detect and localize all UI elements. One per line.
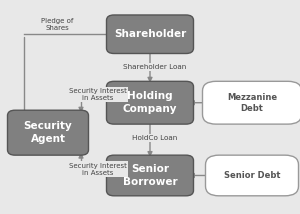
Text: Security
Agent: Security Agent <box>24 121 72 144</box>
Text: Security Interest
in Assets: Security Interest in Assets <box>69 163 126 175</box>
Text: Pledge of
Shares: Pledge of Shares <box>41 18 73 31</box>
Text: Security Interest
in Assets: Security Interest in Assets <box>69 88 126 101</box>
Text: Senior Debt: Senior Debt <box>224 171 280 180</box>
FancyBboxPatch shape <box>206 155 298 196</box>
Text: Shareholder: Shareholder <box>114 29 186 39</box>
FancyBboxPatch shape <box>8 110 88 155</box>
Text: Shareholder Loan: Shareholder Loan <box>123 64 186 70</box>
FancyBboxPatch shape <box>106 81 194 124</box>
Text: Holding
Company: Holding Company <box>123 91 177 114</box>
Text: HoldCo Loan: HoldCo Loan <box>132 135 177 141</box>
Text: Senior
Borrower: Senior Borrower <box>123 164 177 187</box>
FancyBboxPatch shape <box>202 81 300 124</box>
Text: Mezzanine
Debt: Mezzanine Debt <box>227 93 277 113</box>
FancyBboxPatch shape <box>106 155 194 196</box>
FancyBboxPatch shape <box>106 15 194 54</box>
